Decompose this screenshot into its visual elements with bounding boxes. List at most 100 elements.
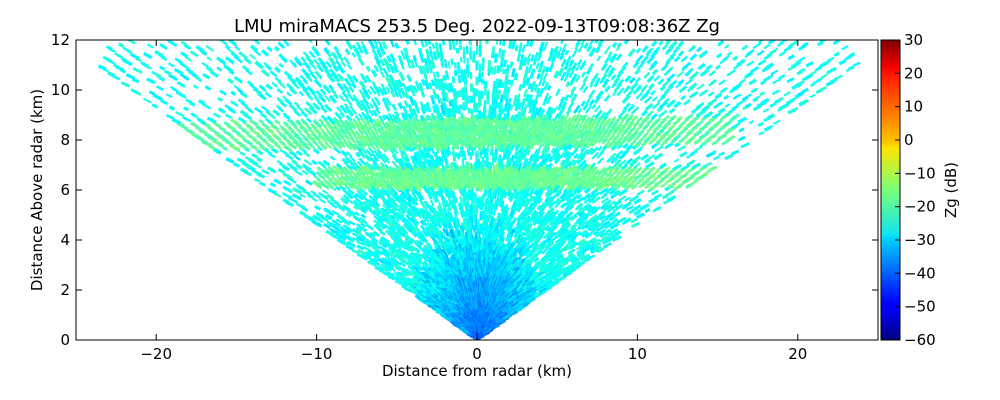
reflectivity-cell (473, 103, 476, 113)
reflectivity-cell (478, 73, 482, 83)
reflectivity-cell (767, 113, 776, 120)
reflectivity-cell (590, 162, 596, 169)
reflectivity-cell (601, 234, 611, 241)
reflectivity-cell (826, 66, 837, 74)
reflectivity-cell (643, 95, 653, 104)
reflectivity-cell (748, 119, 755, 125)
reflectivity-cell (451, 40, 456, 50)
reflectivity-cell (610, 228, 619, 235)
reflectivity-cell (726, 69, 736, 77)
reflectivity-cell (429, 199, 435, 207)
reflectivity-cell (612, 134, 620, 141)
reflectivity-cell (483, 99, 487, 108)
reflectivity-cell (617, 195, 627, 202)
reflectivity-cell (599, 148, 606, 155)
reflectivity-cell (653, 74, 661, 82)
reflectivity-cell (766, 62, 774, 69)
reflectivity-cell (645, 110, 654, 118)
reflectivity-cell (636, 166, 643, 172)
reflectivity-cell (577, 59, 583, 65)
reflectivity-cell (763, 74, 774, 82)
reflectivity-cell (809, 93, 816, 99)
reflectivity-cell (767, 40, 778, 45)
reflectivity-cell (737, 116, 748, 124)
reflectivity-cell (607, 200, 617, 208)
reflectivity-cell (707, 91, 715, 97)
reflectivity-cell (477, 219, 480, 230)
reflectivity-cell (798, 67, 806, 74)
reflectivity-cell (521, 97, 527, 106)
reflectivity-cell (547, 240, 555, 247)
reflectivity-cell (481, 91, 484, 99)
reflectivity-cell (455, 47, 460, 54)
reflectivity-cell (569, 239, 577, 246)
reflectivity-cell (626, 157, 633, 164)
reflectivity-cell (609, 152, 617, 160)
reflectivity-cell (420, 40, 425, 48)
reflectivity-cell (699, 68, 710, 77)
reflectivity-cell (783, 91, 791, 97)
reflectivity-cell (572, 193, 579, 201)
reflectivity-cell (665, 66, 674, 75)
reflectivity-cell (550, 243, 558, 249)
reflectivity-cell (576, 193, 583, 200)
reflectivity-cell (478, 90, 482, 101)
reflectivity-cell (453, 62, 457, 69)
reflectivity-cell (703, 111, 714, 119)
reflectivity-cell (746, 49, 755, 56)
reflectivity-cell (467, 107, 471, 114)
reflectivity-cell (789, 40, 799, 47)
reflectivity-cell (740, 142, 750, 149)
reflectivity-cell (562, 256, 570, 263)
reflectivity-cell (492, 80, 496, 91)
reflectivity-cell (726, 51, 733, 57)
reflectivity-cell (653, 193, 662, 200)
reflectivity-cell (716, 101, 723, 107)
reflectivity-cell (594, 241, 601, 247)
reflectivity-cell (580, 256, 587, 262)
reflectivity-cell (472, 51, 476, 59)
reflectivity-cell (805, 61, 814, 68)
reflectivity-cell (666, 195, 677, 203)
reflectivity-cell (650, 90, 656, 96)
reflectivity-cell (650, 189, 659, 196)
reflectivity-cell (696, 83, 705, 91)
reflectivity-cell (483, 80, 488, 89)
reflectivity-cell (482, 210, 486, 217)
reflectivity-cell (567, 248, 576, 255)
reflectivity-cell (650, 113, 658, 120)
reflectivity-cell (623, 40, 631, 45)
reflectivity-cell (621, 148, 630, 156)
reflectivity-cell (635, 92, 644, 100)
reflectivity-cell (530, 251, 537, 259)
reflectivity-cell (634, 204, 641, 210)
reflectivity-cell (578, 212, 587, 220)
reflectivity-cell (633, 120, 640, 127)
reflectivity-cell (770, 69, 779, 76)
reflectivity-cell (625, 205, 634, 212)
reflectivity-cell (631, 155, 642, 164)
reflectivity-cell (576, 196, 584, 204)
reflectivity-cell (644, 102, 654, 111)
reflectivity-cell (498, 40, 503, 46)
reflectivity-cell (630, 218, 638, 224)
reflectivity-cell (833, 74, 844, 81)
reflectivity-cell (604, 140, 611, 147)
reflectivity-cell (635, 77, 642, 84)
reflectivity-cell (569, 227, 578, 235)
reflectivity-cell (689, 181, 696, 186)
reflectivity-cell (826, 56, 835, 62)
reflectivity-cell (716, 92, 723, 98)
reflectivity-cell (481, 71, 484, 78)
reflectivity-cell (617, 159, 627, 168)
reflectivity-cell (645, 154, 656, 162)
reflectivity-cell (623, 217, 632, 224)
reflectivity-cell (564, 197, 573, 207)
reflectivity-cell (673, 55, 681, 63)
reflectivity-cell (469, 72, 473, 80)
reflectivity-cell (412, 54, 417, 61)
reflectivity-cell (580, 40, 587, 46)
reflectivity-cell (479, 40, 482, 46)
reflectivity-cell (571, 230, 578, 237)
reflectivity-cell (708, 70, 717, 77)
